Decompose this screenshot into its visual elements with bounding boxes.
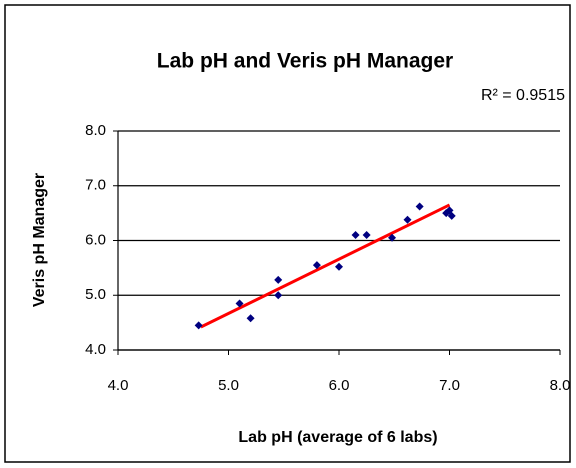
y-tick-label: 6.0 [85, 231, 106, 248]
y-tick-label: 4.0 [85, 341, 106, 358]
point [335, 262, 343, 271]
point [274, 291, 283, 300]
point [312, 261, 321, 270]
point [194, 321, 203, 330]
x-tick-label: 5.0 [218, 377, 239, 394]
x-tick-label: 4.0 [108, 377, 129, 394]
r-squared: R² = 0.9515 [481, 87, 565, 104]
point [274, 275, 283, 284]
chart-border [4, 4, 571, 463]
point [403, 215, 412, 224]
x-tick-label: 7.0 [439, 377, 460, 394]
y-axis-label: Veris pH Manager [31, 173, 48, 307]
point [362, 231, 371, 240]
x-axis-label: Lab pH (average of 6 labs) [238, 429, 437, 446]
point [246, 314, 255, 323]
y-tick-label: 8.0 [85, 122, 106, 139]
x-tick-label: 8.0 [550, 377, 571, 394]
x-tick-label: 6.0 [329, 377, 350, 394]
trendline [200, 203, 451, 329]
point [415, 202, 424, 211]
point [447, 211, 456, 220]
point [351, 231, 360, 240]
chart-title: Lab pH and Veris pH Manager [157, 50, 453, 73]
y-tick-label: 5.0 [85, 286, 106, 303]
y-tick-label: 7.0 [85, 177, 106, 194]
point [388, 233, 397, 242]
point [235, 299, 244, 308]
